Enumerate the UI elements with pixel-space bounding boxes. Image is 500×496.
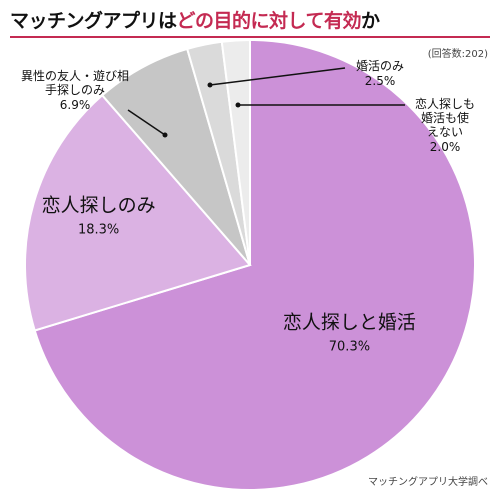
slice-label-1: 恋人探しと婚活 70.3% [283, 312, 416, 355]
leader-dot-5 [235, 102, 241, 108]
slice-name-3-line-2: 手探しのみ [45, 83, 105, 97]
slice-value-2: 18.3% [78, 223, 119, 238]
leader-line-4 [209, 67, 346, 86]
title-underline [10, 36, 490, 38]
slice-name-2-line-1: 恋人探しのみ [42, 195, 156, 217]
leader-lines [127, 67, 405, 138]
leader-dot-4 [207, 82, 213, 88]
slice-name-5-line-3: えない [427, 125, 463, 139]
leader-dot-3 [162, 132, 168, 138]
slice-name-4-line-1: 婚活のみ [356, 59, 404, 73]
chart-title: マッチングアプリはどの目的に対して有効か [10, 6, 380, 33]
slice-value-3: 6.9% [60, 98, 91, 112]
slice-label-4: 婚活のみ 2.5% [356, 59, 404, 88]
data-source: マッチングアプリ大学調べ [368, 477, 488, 488]
pie-slices [24, 38, 476, 491]
title-part-3: か [360, 10, 380, 32]
slice-name-3-line-1: 異性の友人・遊び相 [21, 68, 129, 83]
pie-slice-5 [220, 38, 251, 266]
slice-name-1-line-1: 恋人探しと婚活 [283, 312, 416, 334]
slice-label-3: 異性の友人・遊び相手探しのみ 6.9% [21, 68, 129, 112]
slice-value-5: 2.0% [430, 140, 461, 154]
slice-value-1: 70.3% [329, 340, 370, 355]
slice-name-5-line-1: 恋人探しも [415, 96, 475, 111]
slice-label-5: 恋人探しも婚活も使えない 2.0% [415, 96, 475, 154]
pie-slice-1 [33, 38, 476, 491]
slice-name-5-line-2: 婚活も使 [421, 110, 469, 125]
slice-label-2: 恋人探しのみ 18.3% [42, 195, 156, 238]
respondent-count: (回答数:202) [427, 49, 488, 60]
title-part-2: どの目的に対して有効 [176, 10, 362, 32]
leader-line-3 [127, 109, 166, 136]
slice-labels: 恋人探しと婚活 70.3% 恋人探しのみ 18.3% 異性の友人・遊び相手探しのみ 6.9… [21, 59, 475, 355]
slice-value-4: 2.5% [365, 74, 396, 88]
pie-slice-2 [24, 93, 252, 332]
title-part-1: マッチングアプリは [10, 10, 177, 32]
